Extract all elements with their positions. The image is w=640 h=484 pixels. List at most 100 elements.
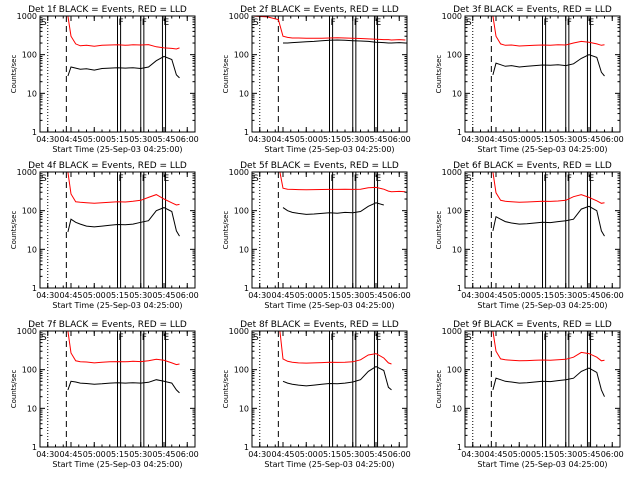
marker-label: F bbox=[544, 18, 549, 28]
y-axis-label: Counts/sec bbox=[222, 55, 230, 94]
lld-series-line bbox=[67, 15, 180, 50]
y-tick-label: 1000 bbox=[229, 12, 249, 21]
y-tick-label: 10 bbox=[239, 89, 249, 98]
x-axis-label: Start Time (25-Sep-03 04:25:00) bbox=[477, 460, 607, 469]
marker-label: E bbox=[163, 18, 169, 28]
x-tick-label: 05:30 bbox=[129, 135, 152, 144]
events-series-line bbox=[492, 54, 605, 77]
marker-label: F bbox=[354, 18, 359, 28]
y-axis-label: Counts/sec bbox=[10, 370, 18, 409]
lld-series-line bbox=[251, 15, 406, 41]
y-tick-label: 100 bbox=[234, 207, 249, 216]
x-tick-label: 04:30 bbox=[36, 135, 59, 144]
x-tick-label: 05:15 bbox=[318, 135, 341, 144]
y-tick-label: 100 bbox=[447, 51, 462, 60]
x-tick-label: 05:45 bbox=[364, 135, 387, 144]
panel-7: Det 7f BLACK = Events, RED = LLD S F F E 1 10 1… bbox=[10, 320, 199, 469]
x-tick-label: 05:15 bbox=[531, 450, 554, 459]
panel-2: Det 2f BLACK = Events, RED = LLD S F F E 1 10 1… bbox=[222, 5, 411, 154]
x-tick-label: 05:45 bbox=[152, 291, 175, 300]
x-tick-label: 05:30 bbox=[341, 450, 364, 459]
marker-label: F bbox=[331, 174, 336, 184]
y-axis-label: Counts/sec bbox=[435, 370, 443, 409]
y-tick-label: 1 bbox=[457, 128, 462, 137]
x-tick-label: 06:00 bbox=[388, 450, 411, 459]
x-tick-label: 05:45 bbox=[364, 450, 387, 459]
x-tick-label: 05:45 bbox=[577, 135, 600, 144]
events-series-line bbox=[283, 39, 406, 44]
y-tick-label: 1 bbox=[32, 443, 37, 452]
y-tick-label: 10 bbox=[239, 404, 249, 413]
x-tick-label: 05:15 bbox=[106, 450, 129, 459]
y-axis-label: Counts/sec bbox=[10, 211, 18, 250]
marker-label: S bbox=[466, 333, 472, 343]
y-tick-label: 10 bbox=[27, 245, 37, 254]
marker-label: F bbox=[354, 174, 359, 184]
lld-series-line bbox=[492, 330, 605, 362]
panel-8: Det 8f BLACK = Events, RED = LLD S F F E 1 10 1… bbox=[222, 320, 411, 469]
x-tick-label: 06:00 bbox=[176, 450, 199, 459]
marker-label: E bbox=[163, 174, 169, 184]
events-series-line bbox=[492, 205, 605, 237]
marker-label: F bbox=[119, 333, 124, 343]
y-tick-label: 10 bbox=[452, 404, 462, 413]
events-series-line bbox=[282, 366, 392, 391]
y-axis-label: Counts/sec bbox=[10, 55, 18, 94]
lld-series-line bbox=[67, 330, 180, 366]
x-tick-label: 06:00 bbox=[601, 450, 624, 459]
lld-series-line bbox=[279, 171, 406, 193]
x-tick-label: 05:15 bbox=[318, 450, 341, 459]
panel-title: Det 8f BLACK = Events, RED = LLD bbox=[240, 320, 399, 330]
y-tick-label: 100 bbox=[234, 51, 249, 60]
marker-label: S bbox=[41, 333, 47, 343]
y-tick-label: 1 bbox=[32, 128, 37, 137]
y-tick-label: 100 bbox=[22, 51, 37, 60]
y-tick-label: 1000 bbox=[17, 168, 37, 177]
panel-1: Det 1f BLACK = Events, RED = LLD S F F E 1 10 1… bbox=[10, 5, 199, 154]
x-tick-label: 06:00 bbox=[601, 135, 624, 144]
marker-label: F bbox=[544, 333, 549, 343]
marker-label: F bbox=[354, 333, 359, 343]
x-tick-label: 04:30 bbox=[461, 291, 484, 300]
x-tick-label: 05:30 bbox=[129, 450, 152, 459]
y-tick-label: 1000 bbox=[442, 12, 462, 21]
panel-title: Det 3f BLACK = Events, RED = LLD bbox=[453, 5, 612, 15]
panel-6: Det 6f BLACK = Events, RED = LLD S F F E 1 10 1… bbox=[435, 161, 624, 310]
x-tick-label: 05:30 bbox=[554, 135, 577, 144]
x-tick-label: 05:15 bbox=[318, 291, 341, 300]
y-axis-label: Counts/sec bbox=[435, 211, 443, 250]
lld-series-line bbox=[492, 171, 605, 204]
x-tick-label: 05:00 bbox=[83, 135, 106, 144]
x-tick-label: 05:45 bbox=[364, 291, 387, 300]
x-tick-label: 05:15 bbox=[106, 135, 129, 144]
marker-label: S bbox=[466, 18, 472, 28]
panel-title: Det 2f BLACK = Events, RED = LLD bbox=[240, 5, 399, 15]
marker-label: F bbox=[544, 174, 549, 184]
x-tick-label: 05:30 bbox=[341, 291, 364, 300]
marker-label: E bbox=[588, 333, 594, 343]
x-tick-label: 05:30 bbox=[129, 291, 152, 300]
lld-series-line bbox=[67, 171, 180, 206]
x-axis-label: Start Time (25-Sep-03 04:25:00) bbox=[264, 145, 394, 154]
panel-title: Det 1f BLACK = Events, RED = LLD bbox=[28, 5, 187, 15]
x-tick-label: 05:00 bbox=[295, 291, 318, 300]
marker-label: E bbox=[588, 18, 594, 28]
x-tick-label: 04:45 bbox=[59, 291, 82, 300]
x-tick-label: 05:30 bbox=[554, 450, 577, 459]
marker-label: F bbox=[119, 18, 124, 28]
y-tick-label: 1000 bbox=[229, 168, 249, 177]
panel-title: Det 6f BLACK = Events, RED = LLD bbox=[453, 161, 612, 171]
y-axis-label: Counts/sec bbox=[222, 370, 230, 409]
y-tick-label: 1 bbox=[244, 443, 249, 452]
x-tick-label: 06:00 bbox=[176, 135, 199, 144]
y-tick-label: 10 bbox=[452, 245, 462, 254]
x-tick-label: 05:00 bbox=[295, 135, 318, 144]
y-axis-label: Counts/sec bbox=[222, 211, 230, 250]
x-tick-label: 05:00 bbox=[295, 450, 318, 459]
x-tick-label: 04:30 bbox=[36, 291, 59, 300]
y-axis-label: Counts/sec bbox=[435, 55, 443, 94]
y-tick-label: 1000 bbox=[442, 168, 462, 177]
x-tick-label: 06:00 bbox=[388, 135, 411, 144]
